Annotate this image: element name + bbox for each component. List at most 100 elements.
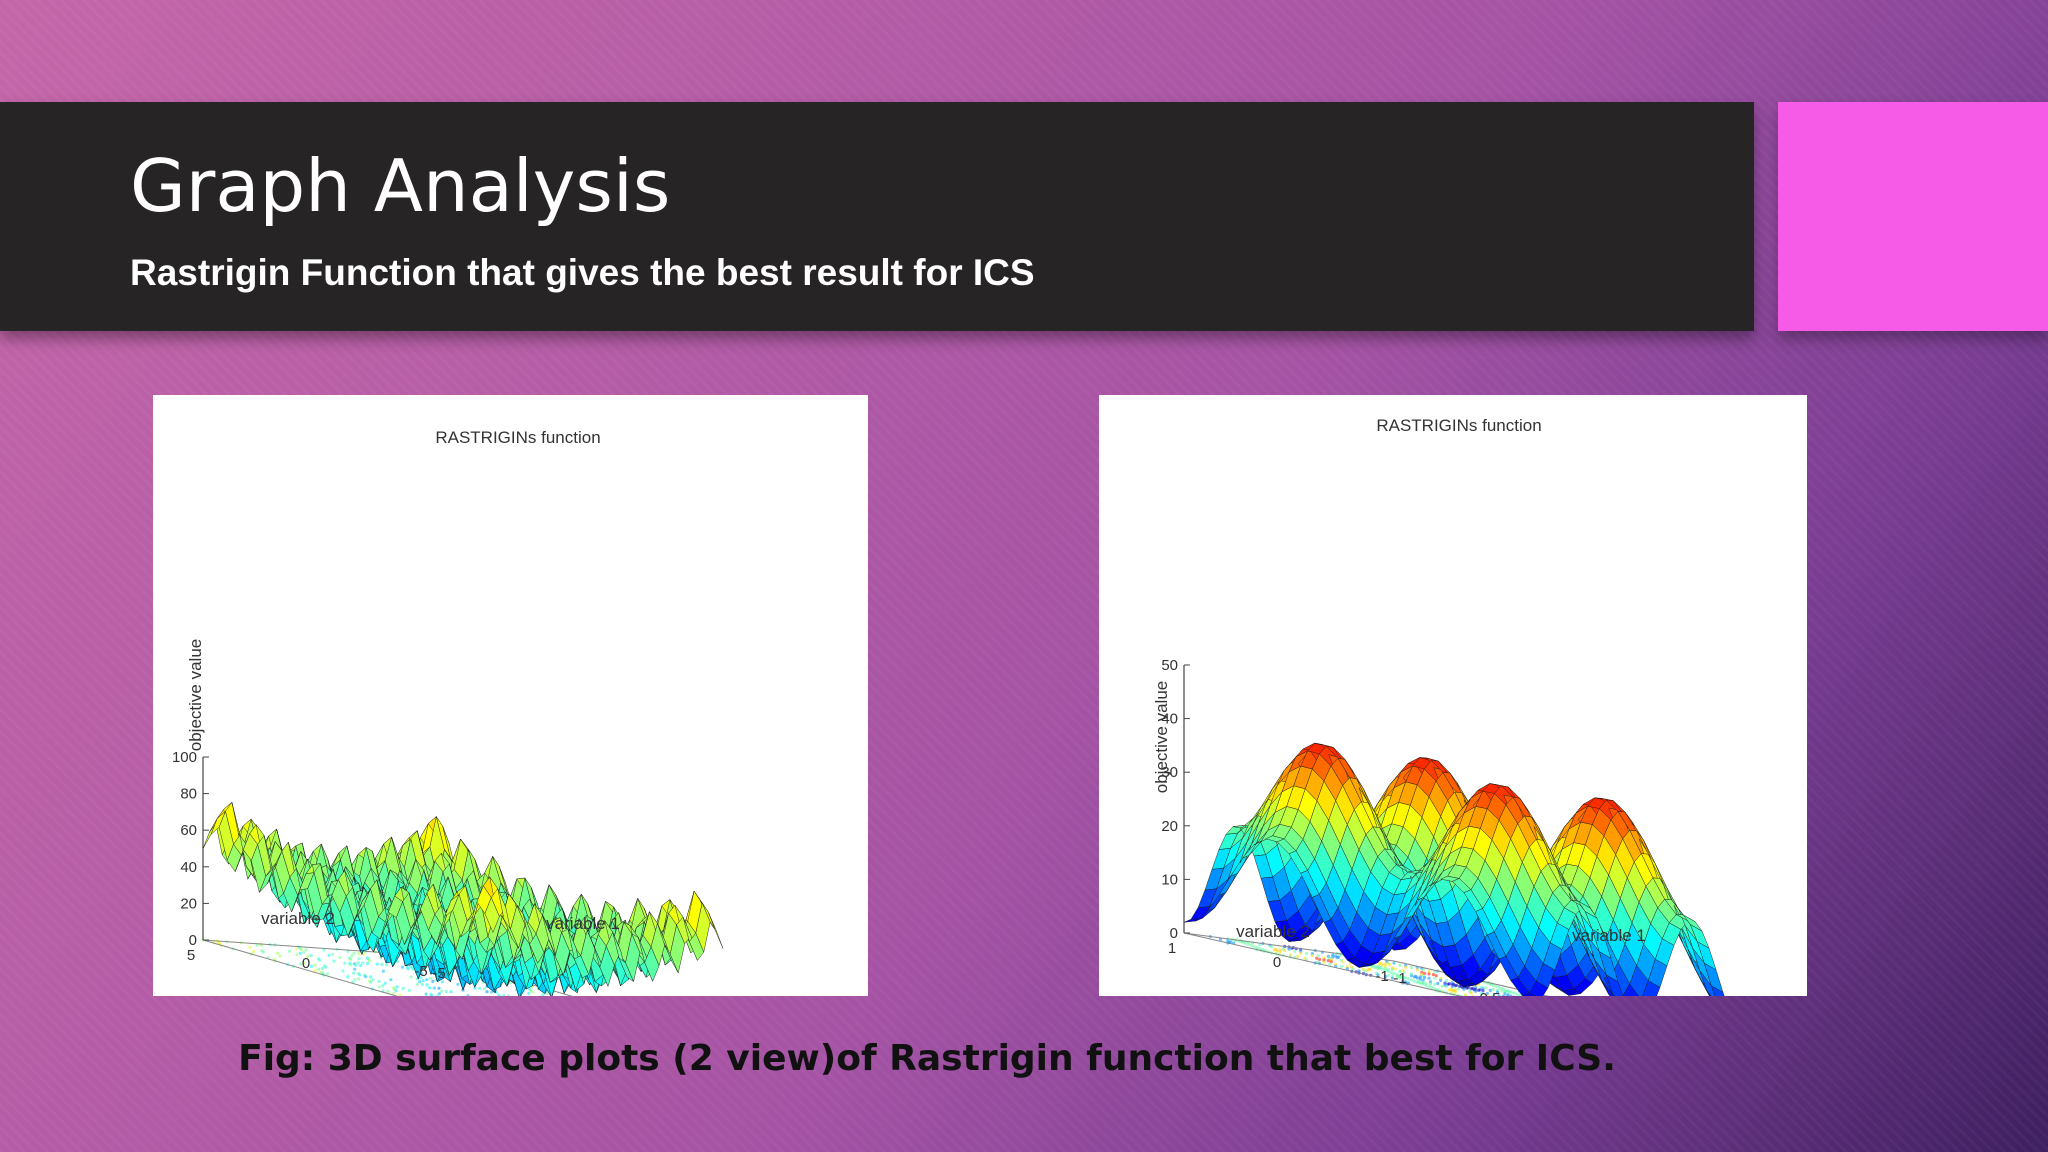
contour-point [1424, 983, 1428, 988]
contour-point [1440, 984, 1444, 988]
contour-point [1299, 951, 1303, 956]
contour-point [1377, 962, 1381, 966]
contour-point [1293, 949, 1297, 953]
surface-plot-2-svg: RASTRIGINs function objective value vari… [1152, 416, 1725, 996]
contour-point [389, 978, 393, 982]
surface-plot-zoomed-view: RASTRIGINs function objective value vari… [1099, 395, 1807, 996]
contour-point [398, 993, 402, 996]
contour-point [1427, 972, 1431, 976]
contour-point [1453, 990, 1457, 994]
contour-point [381, 969, 385, 973]
z-tick-label: 0 [1170, 925, 1178, 942]
contour-point [1465, 986, 1469, 990]
contour-point [1506, 995, 1510, 996]
contour-point [1383, 968, 1387, 972]
contour-point [1380, 963, 1384, 967]
contour-point [338, 955, 342, 960]
contour-point [343, 961, 347, 965]
contour-point [287, 949, 292, 953]
contour-point [1322, 960, 1326, 964]
contour-point [1363, 969, 1367, 973]
contour-point [1430, 986, 1434, 990]
contour-point [1398, 976, 1402, 980]
contour-point [1326, 959, 1330, 963]
contour-point [276, 951, 280, 955]
y-tick-label: 0 [1273, 954, 1281, 971]
contour-point [1506, 993, 1510, 996]
contour-point [1393, 967, 1398, 971]
contour-point [1423, 976, 1427, 980]
contour-point [309, 953, 313, 958]
contour-point [1287, 947, 1291, 951]
contour-point [545, 991, 549, 995]
contour-point [420, 972, 424, 976]
contour-point [1240, 940, 1244, 944]
contour-point [1404, 965, 1408, 970]
contour-point [299, 947, 303, 952]
floor-outline [1183, 932, 1550, 996]
contour-point [320, 966, 324, 970]
contour-point [1477, 988, 1481, 992]
contour-point [324, 965, 328, 969]
y-tick-label: 0 [302, 955, 310, 972]
contour-point [1433, 970, 1437, 974]
surface-facet [1612, 994, 1615, 996]
contour-point [1434, 974, 1438, 978]
contour-point [1407, 977, 1411, 981]
contour-point [318, 958, 322, 962]
contour-point [1331, 955, 1335, 959]
z-tick-label: 30 [1161, 764, 1178, 781]
contour-point [1380, 967, 1384, 971]
contour-point [507, 994, 511, 996]
contour-point [490, 990, 494, 994]
contour-point [440, 980, 444, 984]
contour-point [1469, 987, 1473, 991]
contour-point [1246, 942, 1250, 946]
contour-point [541, 992, 545, 996]
contour-point [1249, 943, 1253, 948]
contour-point [1456, 987, 1460, 991]
contour-point [295, 952, 299, 957]
slide-title: Graph Analysis [130, 144, 671, 228]
contour-point [1509, 994, 1513, 996]
contour-point [1444, 985, 1449, 989]
contour-point [1501, 994, 1505, 996]
contour-point [1376, 967, 1380, 971]
z-tick-label: 80 [180, 786, 197, 803]
contour-point [369, 980, 373, 984]
contour-point [1402, 976, 1406, 980]
contour-point [1272, 948, 1276, 952]
contour-point [317, 967, 321, 971]
contour-point [1412, 979, 1416, 983]
contour-point [406, 967, 410, 971]
contour-point [1390, 968, 1395, 972]
z-tick-label: 40 [180, 859, 197, 876]
y-axis-label: variable 2 [1236, 922, 1310, 941]
contour-point [1392, 961, 1396, 965]
contour-point [1345, 967, 1349, 971]
surface-plot-wide-view: RASTRIGINs function objective value vari… [153, 395, 868, 996]
contour-point [415, 982, 419, 986]
contour-point [366, 961, 370, 966]
contour-point [428, 976, 432, 981]
contour-point [1444, 978, 1449, 983]
contour-point [353, 967, 357, 971]
contour-point [1479, 991, 1484, 996]
contour-point [437, 992, 441, 996]
contour-point [1383, 974, 1387, 979]
axis-frame [1183, 665, 1550, 996]
contour-point [421, 979, 425, 983]
contour-point [473, 986, 477, 990]
surface-facet [1710, 985, 1725, 996]
contour-point [419, 976, 423, 980]
z-tick-label: 20 [1161, 818, 1178, 835]
z-tick-label: 100 [172, 749, 197, 766]
contour-point [432, 986, 436, 990]
contour-point [1514, 992, 1519, 996]
contour-point [1474, 989, 1478, 993]
contour-point [309, 964, 314, 968]
contour-point [1450, 985, 1454, 989]
contour-point [352, 971, 356, 975]
contour-point [278, 954, 282, 958]
contour-point [1484, 986, 1488, 990]
